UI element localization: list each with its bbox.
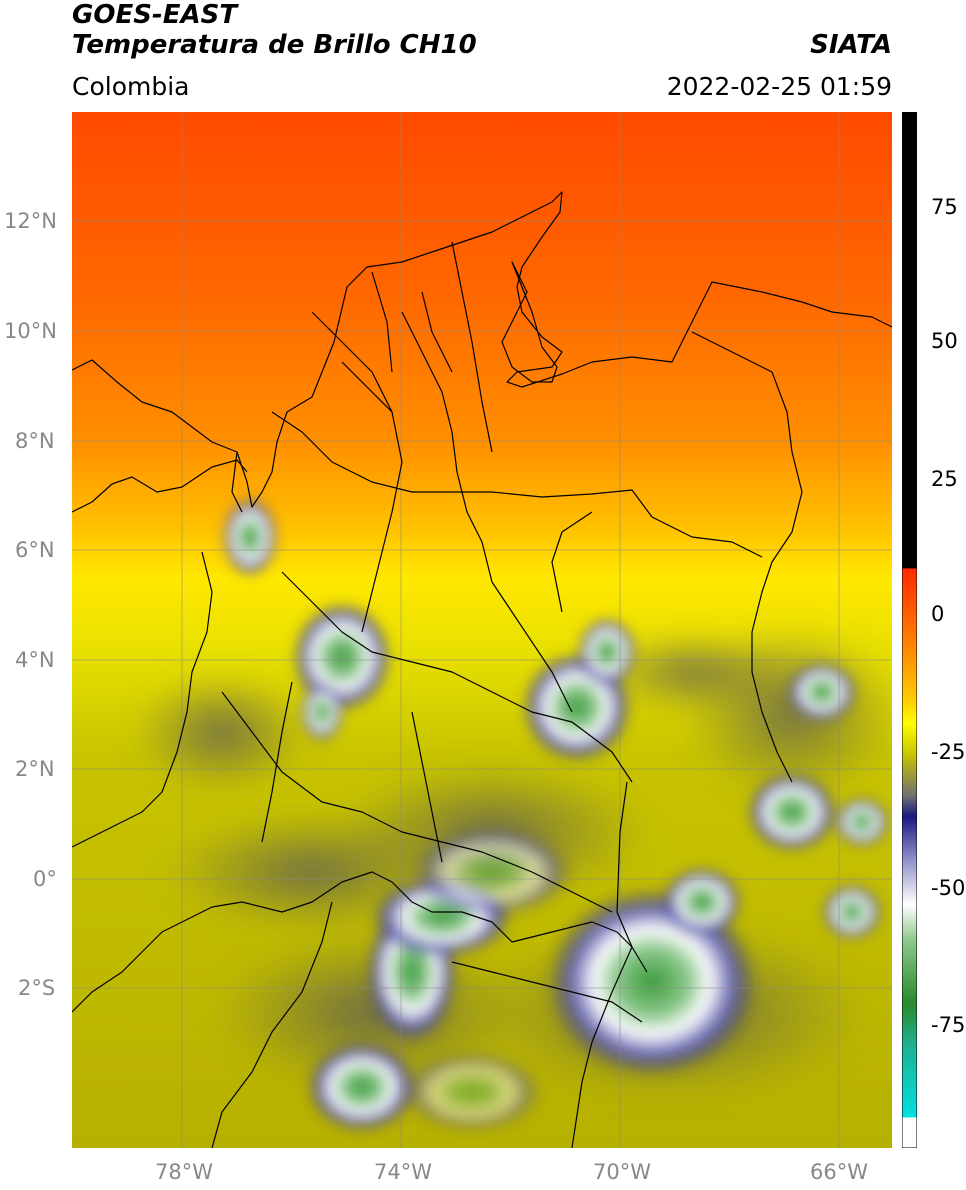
region-label: Colombia	[72, 72, 190, 101]
lat-tick-label: 12°N	[4, 209, 57, 233]
lon-tick-label: 74°W	[374, 1160, 432, 1184]
colorbar-tick-label: 0	[931, 602, 945, 626]
boundaries	[72, 191, 892, 1148]
dept-lines-2	[311, 311, 403, 633]
panama-border	[231, 451, 243, 513]
panama-coast	[72, 459, 248, 513]
lat-tick-label: 6°N	[15, 538, 55, 562]
gulf-of-venezuela	[501, 261, 558, 383]
colorbar-tick-label: 75	[931, 195, 958, 219]
colorbar-tick-label: -50	[931, 876, 966, 900]
colombia-east	[491, 489, 763, 558]
dept-lines-10	[451, 241, 493, 453]
lat-tick-label: 4°N	[15, 648, 55, 672]
lat-tick-label: 8°N	[15, 429, 55, 453]
brightness-temperature-map	[72, 112, 892, 1148]
dept-lines-3	[401, 311, 573, 713]
colorbar-tick-label: -75	[931, 1013, 966, 1037]
satellite-title: GOES-EAST	[72, 0, 238, 30]
colorbar-tick-label: -25	[931, 740, 966, 764]
product-title: Temperatura de Brillo CH10	[72, 30, 477, 60]
lat-tick-label: 0°	[33, 867, 57, 891]
ecuador-coast	[72, 871, 648, 1013]
colorbar-scale	[902, 112, 917, 1148]
lat-tick-label: 10°N	[4, 319, 57, 343]
lon-tick-label: 66°W	[810, 1160, 868, 1184]
dept-lines-11	[421, 291, 453, 373]
peru-border	[211, 901, 333, 1148]
venezuela-south	[691, 331, 803, 783]
amazon-lines	[451, 961, 643, 1023]
map-canvas	[72, 112, 892, 1148]
dept-lines-4	[281, 571, 633, 783]
colorbar	[902, 112, 917, 1148]
lat-tick-label: 2°N	[15, 757, 55, 781]
convective-cells	[222, 497, 890, 1132]
lat-tick-label: 2°S	[18, 976, 56, 1000]
colorbar-tick-label: 50	[931, 329, 958, 353]
dept-lines-7	[551, 511, 593, 613]
dept-lines-6	[411, 711, 443, 863]
dept-lines-12	[371, 271, 393, 373]
dept-lines-1	[271, 411, 492, 493]
colorbar-tick-label: 25	[931, 467, 958, 491]
dept-lines-8	[261, 681, 293, 843]
lon-tick-label: 70°W	[593, 1160, 651, 1184]
dept-lines-9	[341, 361, 393, 413]
dept-lines-5	[221, 691, 613, 913]
brazil-border	[571, 781, 633, 1148]
graticule	[72, 112, 892, 1148]
lon-tick-label: 78°W	[155, 1160, 213, 1184]
timestamp-label: 2022-02-25 01:59	[666, 72, 892, 101]
caribbean-coast	[72, 191, 892, 508]
agency-label: SIATA	[810, 30, 892, 60]
pacific-coast	[72, 551, 213, 848]
